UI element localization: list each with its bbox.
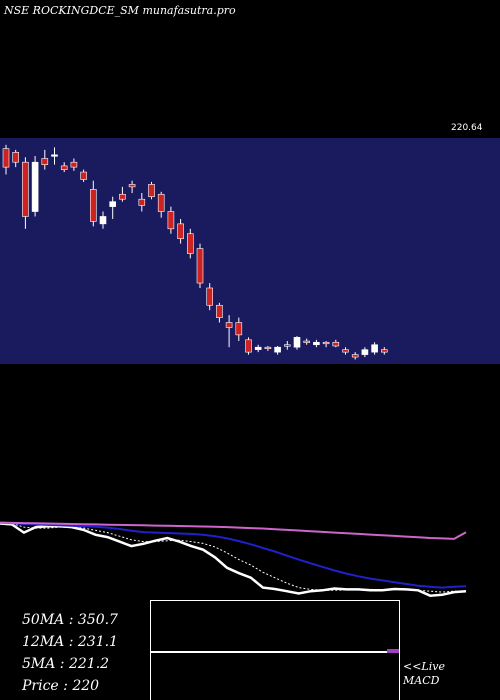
- candle-body: [12, 152, 19, 163]
- live-link[interactable]: <<Live: [403, 660, 445, 673]
- ma-series-line: [0, 521, 467, 540]
- candle-body: [371, 344, 378, 353]
- candle-body: [157, 193, 165, 212]
- macd-live-label: <<Live MACD: [403, 660, 445, 688]
- ma-series-line: [0, 522, 466, 593]
- price-panel: [0, 138, 500, 364]
- candlestick-series: [2, 144, 388, 360]
- ma-series-line: [0, 522, 467, 597]
- candle-body: [99, 216, 107, 225]
- chart-title: NSE ROCKINGDCE_SM munafasutra.pro: [4, 4, 236, 17]
- ma50-label: 50MA : 350.7: [22, 612, 118, 628]
- candle-body: [342, 349, 349, 353]
- candle-body: [206, 287, 213, 306]
- moving-average-panel: [0, 521, 467, 597]
- candle-body: [361, 349, 369, 355]
- candle-body: [119, 193, 126, 200]
- candle-body: [283, 344, 291, 347]
- price-label: Price : 220: [22, 678, 100, 694]
- candle-body: [332, 341, 340, 347]
- ma12-label: 12MA : 231.1: [22, 634, 118, 650]
- candle-body: [138, 198, 146, 206]
- price-panel-background: [0, 138, 500, 364]
- candle-body: [60, 165, 68, 170]
- candle-body: [70, 161, 78, 168]
- macd-line: [151, 651, 389, 653]
- ma-series-line: [0, 521, 467, 589]
- candle-body: [90, 189, 97, 222]
- candle-body: [41, 158, 49, 165]
- candle-body: [313, 341, 320, 346]
- candle-body: [196, 248, 204, 284]
- candle-body: [187, 233, 194, 254]
- candle-body: [274, 346, 281, 353]
- ma5-label: 5MA : 221.2: [22, 656, 110, 672]
- last-price-label: 220.64: [451, 123, 483, 133]
- macd-text: MACD: [403, 674, 440, 687]
- candle-body: [293, 337, 301, 348]
- candle-body: [235, 322, 243, 336]
- candle-body: [322, 341, 330, 345]
- moving-average-lines: [0, 521, 467, 597]
- candle-body: [177, 223, 184, 239]
- candle-body: [109, 201, 116, 207]
- macd-signal-marker: [387, 649, 399, 653]
- candle-body: [167, 211, 175, 230]
- candle-body: [303, 340, 311, 343]
- candle-body: [22, 161, 29, 217]
- candle-body: [31, 161, 39, 212]
- candle-body: [80, 171, 87, 180]
- candle-body: [245, 339, 252, 353]
- candle-body: [254, 346, 262, 350]
- candle-body: [351, 354, 359, 358]
- macd-panel: [150, 600, 400, 700]
- candle-body: [128, 184, 136, 188]
- candle-body: [264, 346, 272, 350]
- candle-body: [225, 322, 233, 328]
- candle-body: [380, 349, 388, 353]
- candle-body: [2, 148, 10, 168]
- candle-body: [51, 154, 58, 157]
- candle-body: [216, 304, 223, 318]
- candle-body: [148, 184, 155, 198]
